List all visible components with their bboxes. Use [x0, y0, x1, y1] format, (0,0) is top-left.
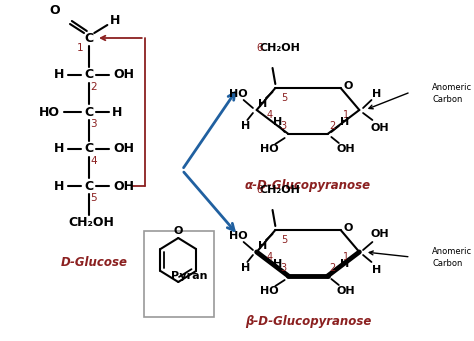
Text: H: H	[340, 259, 349, 269]
Text: O: O	[50, 4, 60, 17]
Text: H: H	[273, 117, 282, 127]
Text: Anomeric: Anomeric	[432, 84, 472, 92]
Text: OH: OH	[337, 286, 356, 296]
Text: O: O	[173, 226, 183, 236]
Text: 6: 6	[256, 185, 263, 195]
Text: HO: HO	[260, 144, 279, 154]
Text: 2: 2	[329, 121, 336, 131]
Text: HO: HO	[39, 105, 60, 119]
Text: 1: 1	[343, 110, 349, 120]
Text: OH: OH	[371, 123, 389, 133]
Text: O: O	[344, 223, 353, 233]
Text: C: C	[84, 105, 93, 119]
Text: 3: 3	[281, 121, 287, 131]
Text: CH₂OH: CH₂OH	[69, 217, 114, 229]
Text: H: H	[258, 241, 267, 251]
Text: OH: OH	[337, 144, 356, 154]
Text: C: C	[84, 31, 93, 44]
Text: OH: OH	[114, 179, 135, 193]
Text: 5: 5	[282, 235, 288, 245]
Text: H: H	[111, 105, 122, 119]
Text: D-Glucose: D-Glucose	[61, 255, 128, 268]
Text: 1: 1	[77, 43, 83, 53]
FancyBboxPatch shape	[144, 231, 214, 317]
Text: 6: 6	[256, 43, 263, 53]
Text: H: H	[372, 265, 381, 275]
Text: 3: 3	[281, 263, 287, 273]
Text: H: H	[54, 143, 64, 155]
Text: 3: 3	[90, 119, 97, 129]
Text: Pyran: Pyran	[171, 271, 208, 281]
Text: CH₂OH: CH₂OH	[260, 43, 301, 53]
Text: H: H	[273, 259, 282, 269]
Text: C: C	[84, 69, 93, 81]
Text: H: H	[258, 99, 267, 109]
Text: HO: HO	[228, 89, 247, 99]
Text: H: H	[241, 263, 250, 273]
Text: C: C	[84, 143, 93, 155]
Text: H: H	[340, 117, 349, 127]
Text: H: H	[241, 121, 250, 131]
Text: OH: OH	[371, 229, 389, 239]
Text: H: H	[54, 179, 64, 193]
Text: C: C	[84, 179, 93, 193]
Text: Carbon: Carbon	[432, 95, 463, 104]
Text: 2: 2	[90, 82, 97, 92]
Text: 2: 2	[329, 263, 336, 273]
Text: OH: OH	[114, 143, 135, 155]
Text: 5: 5	[282, 93, 288, 103]
Text: 4: 4	[267, 110, 273, 120]
Text: Carbon: Carbon	[432, 260, 463, 268]
Text: OH: OH	[114, 69, 135, 81]
Text: 4: 4	[267, 252, 273, 262]
Text: HO: HO	[228, 231, 247, 241]
Text: H: H	[372, 89, 381, 99]
Text: 4: 4	[90, 156, 97, 166]
Text: CH₂OH: CH₂OH	[260, 185, 301, 195]
Text: H: H	[109, 14, 120, 27]
Text: H: H	[54, 69, 64, 81]
Text: β-D-Glucopyranose: β-D-Glucopyranose	[245, 315, 371, 328]
Text: HO: HO	[260, 286, 279, 296]
Text: Anomeric: Anomeric	[432, 248, 472, 256]
Text: 5: 5	[90, 193, 97, 203]
Text: α-D-Glucopyranose: α-D-Glucopyranose	[245, 178, 371, 192]
Text: 1: 1	[343, 252, 349, 262]
Text: O: O	[344, 81, 353, 91]
